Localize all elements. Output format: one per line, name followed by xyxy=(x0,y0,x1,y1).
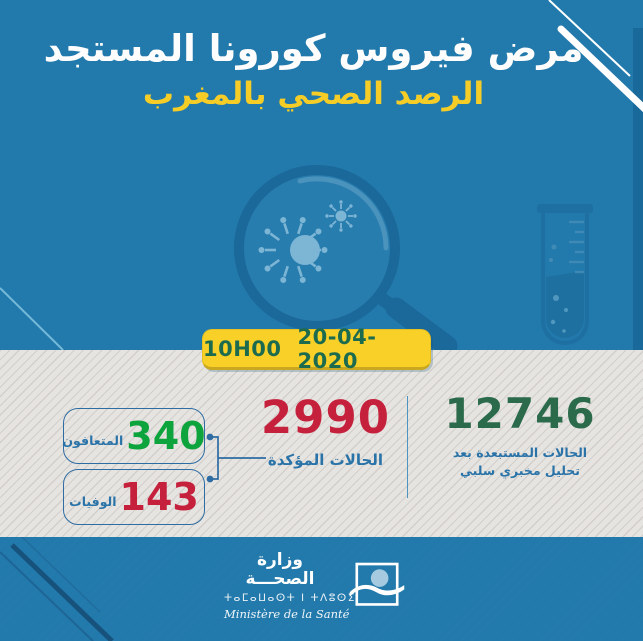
poster-titles: مرض فيروس كورونا المستجد الرصد الصحي بال… xyxy=(0,26,627,113)
excluded-stat: 12746 الحالات المستبعدة بعد تحليل مخبري … xyxy=(420,389,620,479)
diagonal-lines-icon xyxy=(548,0,643,113)
ministry-logo-icon xyxy=(349,562,405,606)
test-tube-icon xyxy=(537,204,593,345)
connector-lines xyxy=(206,433,266,483)
ministry-name-french: Ministère de la Santé xyxy=(224,607,350,622)
footer-diagonal-lines xyxy=(0,537,114,641)
light-diagonal-line xyxy=(0,287,64,350)
recovered-box: 340 المتعافون xyxy=(62,408,206,464)
right-edge-strip xyxy=(633,28,643,350)
deaths-box: 143 الوفيات xyxy=(63,469,205,525)
header-decorations xyxy=(0,0,643,350)
excluded-label-line2: تحليل مخبري سلبي xyxy=(460,462,580,478)
deaths-count: 143 xyxy=(119,475,199,519)
date-value: 20-04-2020 xyxy=(297,324,377,373)
excluded-label: الحالات المستبعدة بعد تحليل مخبري سلبي xyxy=(420,444,620,479)
confirmed-stat: 2990 الحالات المؤكدة xyxy=(238,391,413,470)
title-arabic: مرض فيروس كورونا المستجد xyxy=(43,27,584,70)
excluded-count: 12746 xyxy=(444,389,596,438)
footer-band: وزارة الصحـــة ⵜⴰⵎⴰⵡⴰⵙⵜ ⵏ ⵜⴷⵓⵙⵉ Ministèr… xyxy=(0,537,643,641)
date-badge: 10H00 20-04-2020 xyxy=(202,325,431,373)
ministry-name-arabic: وزارة الصحـــة xyxy=(245,550,315,589)
recovered-label: المتعافون xyxy=(62,432,124,448)
ministry-names: وزارة الصحـــة ⵜⴰⵎⴰⵡⴰⵙⵜ ⵏ ⵜⴷⵓⵙⵉ Ministèr… xyxy=(224,550,356,622)
recovered-count: 340 xyxy=(126,414,206,458)
subtitle-arabic: الرصد الصحي بالمغرب xyxy=(142,76,485,113)
confirmed-label: الحالات المؤكدة xyxy=(267,451,384,470)
magnifier-icon xyxy=(234,165,458,350)
ministry-logo-block: وزارة الصحـــة ⵜⴰⵎⴰⵡⴰⵙⵜ ⵏ ⵜⴷⵓⵙⵉ Ministèr… xyxy=(224,551,406,621)
stats-band: 340 المتعافون 143 الوفيات 2990 الحالات ا… xyxy=(0,350,643,537)
header-band: مرض فيروس كورونا المستجد الرصد الصحي بال… xyxy=(0,0,643,350)
ministry-name-tifinagh: ⵜⴰⵎⴰⵡⴰⵙⵜ ⵏ ⵜⴷⵓⵙⵉ xyxy=(224,592,356,605)
time-value: 10H00 xyxy=(203,336,282,361)
confirmed-count: 2990 xyxy=(260,391,391,444)
excluded-label-line1: الحالات المستبعدة بعد xyxy=(452,445,588,461)
virus-icon-small xyxy=(324,199,358,233)
stats-divider xyxy=(407,396,409,498)
deaths-label: الوفيات xyxy=(69,493,117,509)
virus-icon xyxy=(257,214,329,286)
